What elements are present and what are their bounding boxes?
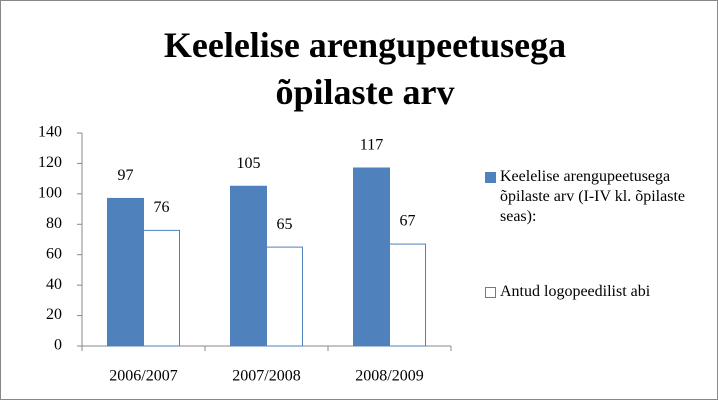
y-tick-label: 100 — [38, 185, 62, 202]
x-tick-label: 2006/2007 — [109, 368, 177, 385]
data-label: 105 — [237, 155, 261, 172]
bar — [353, 167, 390, 347]
data-label: 76 — [154, 199, 170, 216]
y-tick-label: 60 — [46, 245, 62, 262]
bar — [230, 185, 267, 347]
x-tick-label: 2007/2008 — [232, 368, 300, 385]
y-tick-label: 0 — [54, 337, 62, 354]
legend-swatch — [485, 287, 496, 298]
legend-label: Keelelise arengupeetusega õpilaste arv (… — [500, 168, 685, 225]
y-tick-label: 80 — [46, 215, 62, 232]
bar — [107, 197, 144, 347]
data-label: 67 — [400, 213, 416, 230]
y-tick-label: 20 — [46, 306, 62, 323]
bar — [143, 229, 180, 347]
data-label: 117 — [360, 137, 383, 154]
x-tick-label: 2008/2009 — [355, 368, 423, 385]
data-label: 65 — [277, 216, 293, 233]
legend-label: Antud logopeedilist abi — [500, 283, 651, 300]
data-label: 97 — [118, 167, 134, 184]
y-tick-label: 40 — [46, 276, 62, 293]
bar — [266, 246, 303, 347]
legend-swatch — [485, 172, 496, 183]
y-tick-label: 140 — [38, 124, 62, 141]
chart-title: Keelelise arengupeetusega õpilaste arv — [163, 25, 567, 112]
bar — [389, 243, 426, 347]
y-tick-label: 120 — [38, 154, 62, 171]
